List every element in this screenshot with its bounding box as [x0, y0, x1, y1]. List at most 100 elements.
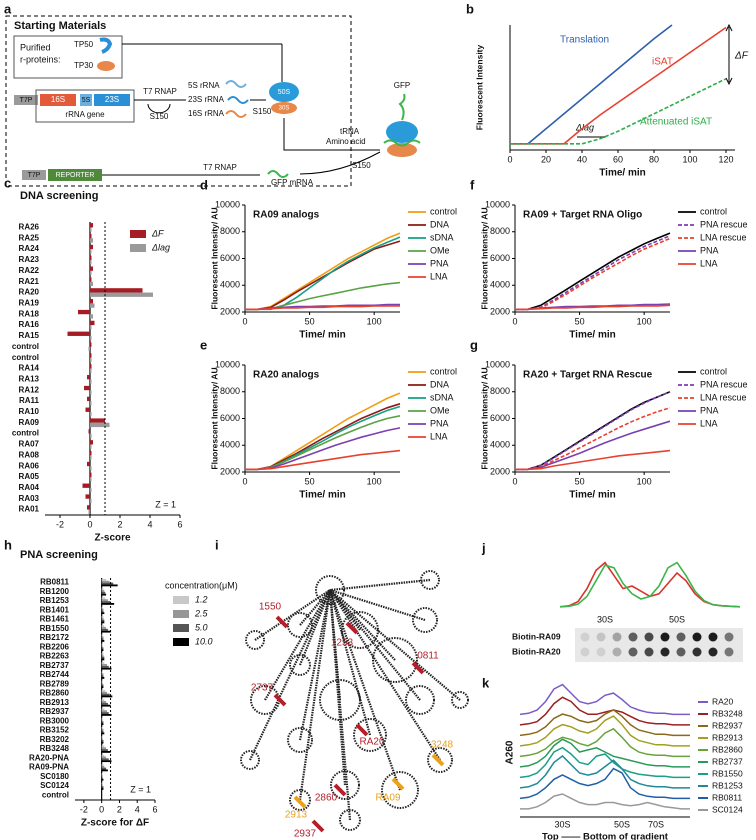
x-tick-label: 6 [177, 519, 182, 529]
series-line [245, 232, 401, 311]
protein-box [13, 35, 123, 79]
legend-label: PNA [430, 258, 449, 268]
bar [101, 684, 104, 687]
gene-label: 23S [105, 95, 119, 104]
gene-label: 5S [82, 97, 91, 104]
legend-swatch [130, 230, 146, 238]
bar [84, 385, 90, 391]
series-line [515, 232, 671, 311]
y-tick-label: 6000 [220, 253, 240, 263]
bar [101, 767, 107, 770]
y-tick-label: RB2206 [40, 642, 70, 651]
y-tick-label: RA10 [19, 407, 40, 416]
bar [90, 277, 92, 282]
y-tick-label: RB3248 [40, 744, 70, 753]
bar [101, 765, 105, 768]
y-axis-label: A260 [505, 740, 516, 764]
loop [427, 747, 453, 773]
legend-swatch [173, 596, 189, 604]
loop [240, 750, 260, 770]
y-tick-label: RB1401 [40, 605, 70, 614]
y-tick-label: 6000 [490, 253, 510, 263]
y-tick-label: SC0180 [40, 772, 69, 781]
x-tick-label: 0 [242, 476, 247, 486]
bar [101, 747, 107, 750]
loop [341, 611, 379, 649]
y-tick-label: RA20-PNA [29, 753, 69, 762]
bar [82, 483, 90, 488]
y-tick-label: RB1253 [40, 596, 70, 605]
y-tick-label: 2000 [220, 306, 240, 316]
y-tick-label: RA14 [19, 364, 40, 373]
gene-23s [94, 94, 130, 106]
y-tick-label: RB3202 [40, 735, 70, 744]
bar [101, 708, 105, 711]
bar [90, 342, 92, 347]
bar [101, 639, 105, 642]
series-line [510, 78, 727, 145]
y-tick-label: 10000 [215, 359, 240, 369]
highlight [411, 661, 425, 675]
bar [101, 723, 104, 726]
bar [101, 621, 105, 624]
x-axis-label: Top —— Bottom of gradient [542, 832, 669, 840]
legend-label: RB1253 [712, 780, 743, 790]
y-tick-label: 8000 [220, 226, 240, 236]
bar [101, 638, 104, 640]
y-tick-label: control [12, 353, 39, 362]
connector [299, 151, 381, 175]
y-tick-label: 2000 [490, 306, 510, 316]
bar [101, 758, 109, 761]
panel-label: d [200, 177, 208, 192]
bar [101, 671, 103, 674]
blot-dot [724, 647, 734, 657]
x-axis-label: Z-score [94, 533, 131, 544]
y-tick-label: control [42, 790, 69, 799]
trace [520, 793, 690, 810]
x-axis-label: Z-score for ΔF [81, 818, 149, 829]
bar [101, 608, 104, 611]
chart-title: RA09 + Target RNA Oligo [523, 210, 642, 221]
bar [101, 636, 104, 639]
bar [101, 615, 104, 618]
y-tick-label: RB2860 [40, 689, 70, 698]
series-line [245, 403, 401, 471]
blot-dot [708, 632, 718, 642]
bar [101, 580, 110, 583]
bar [101, 578, 107, 581]
peak-label: 30S [597, 614, 613, 624]
blot-dot [708, 647, 718, 657]
chart-title: DNA screening [20, 190, 98, 202]
series-line [245, 392, 401, 471]
y-tick-label: 2000 [490, 466, 510, 476]
bar [101, 778, 104, 781]
legend-label: DNA [430, 379, 449, 389]
nascent-protein [398, 93, 406, 121]
legend-label: sDNA [430, 232, 454, 242]
bar [101, 775, 103, 777]
bar [87, 396, 90, 402]
y-tick-label: RB2913 [40, 698, 70, 707]
bar [101, 749, 108, 751]
bar [101, 712, 109, 714]
legend-label: RB1550 [712, 768, 743, 778]
stem [329, 589, 461, 701]
y-tick-label: RA20 [19, 288, 40, 297]
y-axis-label: Fluorescent Intensity/ AU [479, 367, 489, 469]
gene-16s [40, 94, 76, 106]
site-label: 0811 [417, 651, 439, 662]
legend-label: RB2737 [712, 756, 743, 766]
bar [101, 647, 104, 650]
bar [90, 303, 95, 308]
stem [298, 589, 332, 741]
y-tick-label: RA22 [19, 266, 40, 275]
bar [101, 721, 104, 724]
y-tick-label: RA11 [19, 396, 40, 405]
trace [519, 738, 690, 768]
x-tick-label: 50 [305, 476, 315, 486]
bar [90, 270, 92, 276]
stem [328, 589, 352, 821]
bar [101, 628, 108, 631]
bar [101, 597, 106, 600]
loop [420, 570, 440, 590]
